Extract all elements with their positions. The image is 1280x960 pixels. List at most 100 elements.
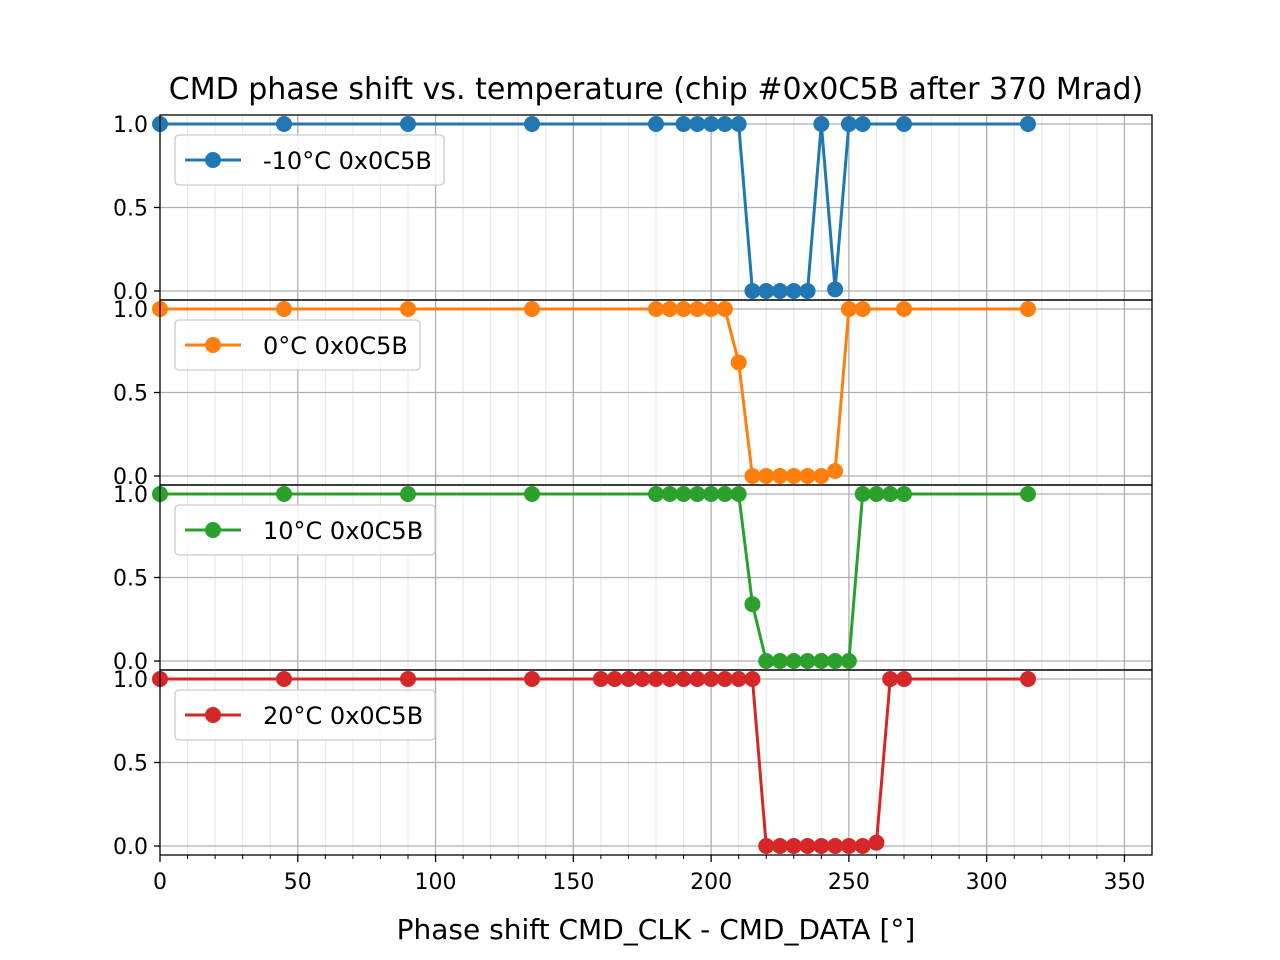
data-point	[799, 283, 816, 299]
data-point	[854, 486, 871, 502]
data-point	[813, 838, 830, 854]
data-point	[854, 116, 871, 132]
data-point	[524, 116, 540, 132]
x-tick-label: 350	[1103, 870, 1145, 895]
legend: -10°C 0x0C5B	[174, 134, 445, 186]
legend-marker	[205, 337, 221, 353]
data-point	[813, 653, 830, 669]
data-point	[1020, 671, 1036, 687]
legend-marker	[205, 707, 221, 723]
data-point	[276, 301, 292, 317]
data-point	[854, 301, 871, 317]
data-point	[675, 301, 692, 317]
data-point	[716, 486, 733, 502]
legend-box	[174, 319, 421, 371]
legend-box	[174, 689, 436, 741]
data-point	[840, 116, 857, 132]
data-point	[689, 486, 706, 502]
data-point	[744, 283, 761, 299]
data-point	[689, 116, 706, 132]
data-point	[1020, 486, 1036, 502]
data-point	[276, 116, 292, 132]
legend-marker	[205, 522, 221, 538]
y-tick-label: 1.0	[113, 113, 148, 138]
data-point	[840, 301, 857, 317]
y-tick-label: 0.0	[113, 650, 148, 675]
data-point	[730, 116, 747, 132]
y-tick-label: 0.5	[113, 382, 148, 407]
data-point	[827, 281, 844, 298]
data-point	[758, 838, 775, 854]
data-point	[400, 486, 416, 502]
data-point	[689, 671, 706, 687]
panels-layer: 0.0 0.5 1.0 -10°C 0x0C5B 0.0 0.5 1.0 0°C 0x0C5B…	[113, 113, 1153, 860]
data-point	[716, 301, 733, 317]
x-tick-label: 50	[284, 870, 312, 895]
data-point	[661, 486, 678, 502]
y-tick-label: 0.5	[113, 567, 148, 592]
data-point	[758, 468, 775, 484]
legend-box	[174, 504, 436, 556]
data-point	[276, 486, 292, 502]
data-point	[524, 486, 540, 502]
data-point	[400, 301, 416, 317]
y-tick-label: 0.5	[113, 197, 148, 222]
data-point	[276, 671, 292, 687]
data-point	[716, 116, 733, 132]
panel-1: 0.0 0.5 1.0 -10°C 0x0C5B	[113, 113, 1153, 305]
legend: 10°C 0x0C5B	[174, 504, 436, 556]
legend-box	[174, 134, 445, 186]
data-point	[799, 653, 816, 669]
data-point	[661, 671, 678, 687]
data-point	[896, 486, 912, 502]
x-tick-label: 0	[153, 870, 167, 895]
data-point	[772, 838, 788, 854]
data-point	[1020, 301, 1036, 317]
data-point	[524, 301, 540, 317]
data-point	[675, 671, 692, 687]
data-point	[882, 486, 899, 502]
data-point	[400, 116, 416, 132]
x-tick-label: 150	[552, 870, 594, 895]
data-point	[896, 116, 912, 132]
data-point	[703, 301, 720, 317]
data-point	[827, 653, 844, 669]
data-point	[772, 653, 788, 669]
data-point	[675, 116, 692, 132]
legend-marker	[205, 152, 221, 168]
legend-label: 20°C 0x0C5B	[263, 702, 423, 730]
data-point	[634, 671, 651, 687]
data-point	[1020, 116, 1036, 132]
legend: 0°C 0x0C5B	[174, 319, 421, 371]
data-point	[868, 486, 885, 502]
data-point	[896, 671, 912, 687]
y-tick-label: 0.0	[113, 465, 148, 490]
x-tick-label: 200	[690, 870, 732, 895]
panel-3: 0.0 0.5 1.0 10°C 0x0C5B	[113, 483, 1153, 675]
data-point	[648, 116, 664, 132]
y-tick-label: 1.0	[113, 298, 148, 323]
data-point	[758, 653, 775, 669]
data-point	[524, 671, 540, 687]
data-point	[840, 838, 857, 854]
data-point	[648, 671, 664, 687]
data-point	[785, 468, 802, 484]
data-point	[799, 838, 816, 854]
panel-4: 0.0 0.5 1.0 20°C 0x0C5B	[113, 668, 1153, 860]
data-point	[813, 468, 830, 484]
data-point	[730, 354, 747, 371]
series-line	[160, 307, 1028, 478]
y-tick-label: 0.0	[113, 280, 148, 305]
data-point	[716, 671, 733, 687]
data-point	[785, 838, 802, 854]
data-point	[703, 486, 720, 502]
x-tick-label: 300	[966, 870, 1008, 895]
x-axis: 0 50 100 150 200 250 300 350	[153, 855, 1145, 895]
x-tick-label: 250	[828, 870, 870, 895]
data-point	[896, 301, 912, 317]
y-tick-label: 0.5	[113, 752, 148, 777]
x-axis-label: Phase shift CMD_CLK - CMD_DATA [°]	[397, 913, 916, 946]
legend-label: -10°C 0x0C5B	[263, 147, 432, 175]
data-point	[868, 834, 885, 851]
